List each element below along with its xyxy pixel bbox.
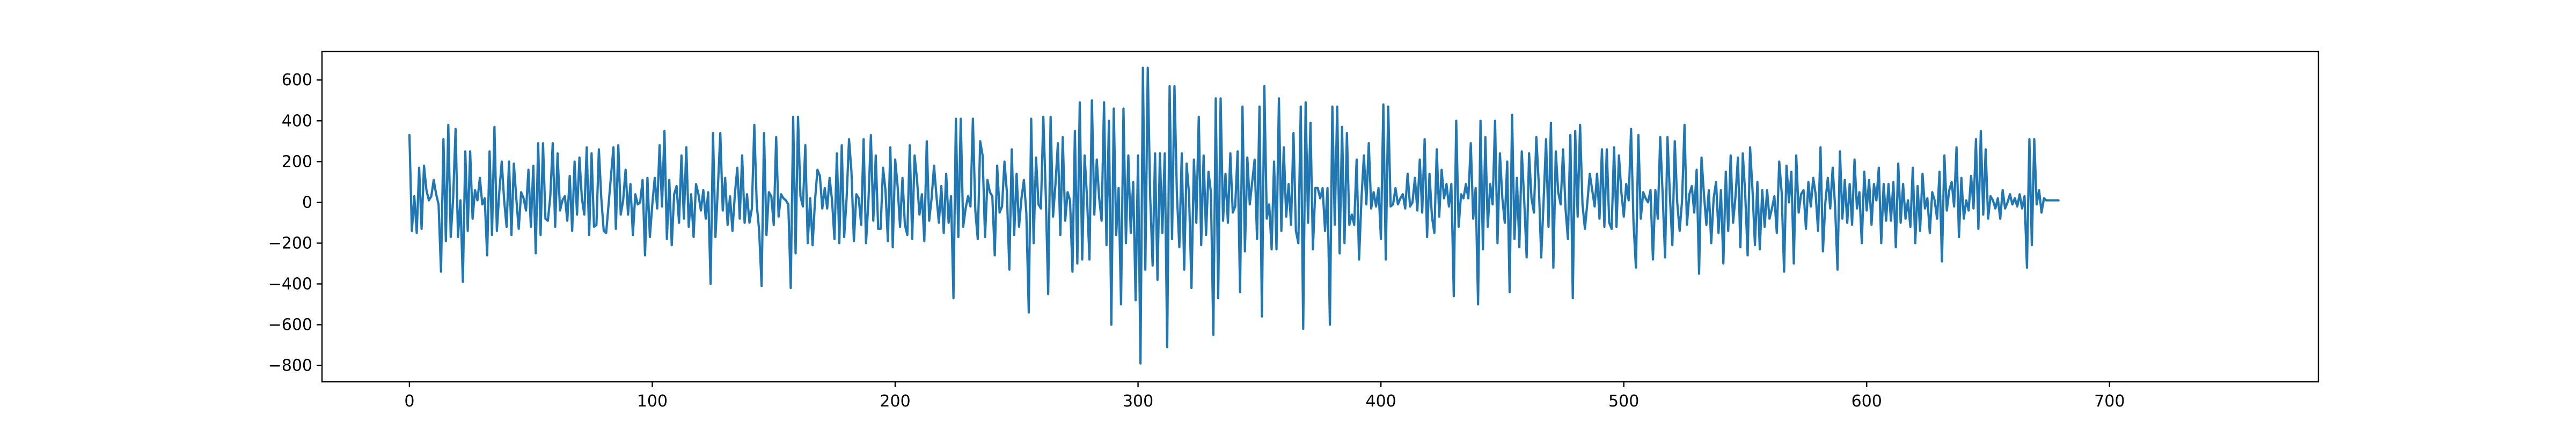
x-tick-label: 600	[1851, 392, 1882, 411]
x-tick-label: 400	[1366, 392, 1396, 411]
y-tick-label: 200	[282, 152, 312, 171]
x-tick-label: 500	[1608, 392, 1639, 411]
y-tick-label: −600	[268, 316, 312, 335]
y-tick-label: 600	[282, 71, 312, 90]
plot-frame	[321, 50, 2319, 383]
y-tick-label: 0	[302, 193, 312, 212]
x-tick-label: 0	[404, 392, 414, 411]
x-tick-label: 100	[637, 392, 668, 411]
x-tick-label: 300	[1123, 392, 1153, 411]
y-tick-label: 400	[282, 112, 312, 130]
y-axis: −800 −600 −400 −200 0 200 400 600	[268, 71, 322, 375]
y-tick-label: −800	[268, 357, 312, 375]
y-tick-label: −400	[268, 275, 312, 293]
plot-area	[408, 66, 2060, 365]
x-axis: 0 100 200 300 400 500 600 700	[404, 382, 2125, 411]
series-line	[408, 66, 2060, 365]
x-tick-label: 700	[2094, 392, 2125, 411]
y-tick-label: −200	[268, 234, 312, 253]
x-tick-label: 200	[880, 392, 910, 411]
